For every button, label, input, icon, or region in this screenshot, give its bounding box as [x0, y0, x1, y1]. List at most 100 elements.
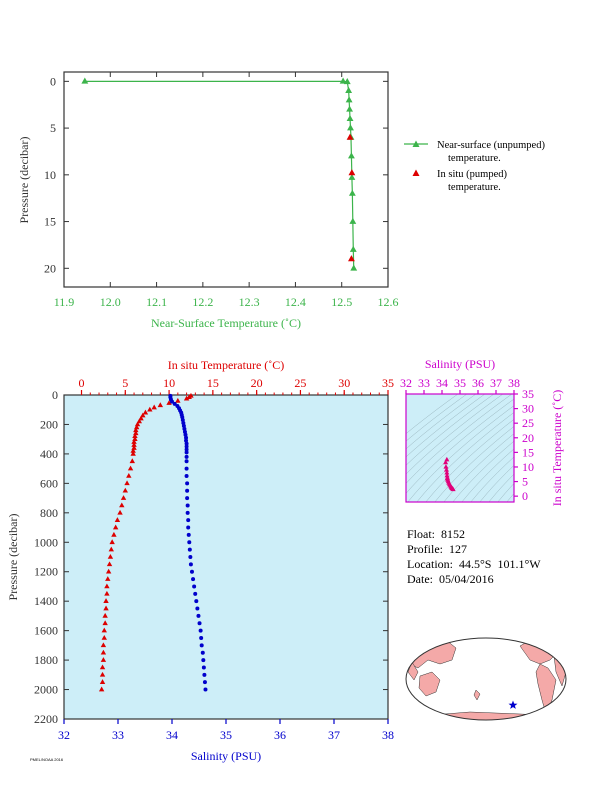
- ts-temperature-tick-label: 10: [522, 460, 534, 474]
- x-tick-label: 12.2: [192, 295, 213, 309]
- salinity-point: [203, 687, 208, 692]
- ts-point: [443, 467, 450, 472]
- temperature-point: [131, 442, 137, 447]
- near-surface-point: [345, 96, 353, 103]
- near-surface-point: [348, 152, 355, 159]
- salinity-point: [202, 672, 207, 677]
- ts-salinity-tick-label: 34: [436, 376, 448, 390]
- temperature-tick-label: 30: [338, 376, 350, 390]
- ts-salinity-tick-label: 37: [490, 376, 502, 390]
- temperature-point: [103, 605, 109, 611]
- near-surface-point: [349, 217, 357, 224]
- temperature-point: [133, 430, 139, 436]
- temperature-point: [102, 620, 108, 626]
- ts-temperature-tick-label: 5: [522, 475, 528, 489]
- near-surface-x-ticks: 11.9 12.0 12.1 12.2 12.3 12.4 12.5 12.6: [54, 72, 399, 309]
- profile-plot-frame: [63, 394, 389, 720]
- temperature-point: [127, 465, 134, 471]
- salinity-point: [184, 441, 189, 446]
- near-surface-x-axis-label: Near-Surface Temperature (˚C): [151, 316, 301, 330]
- density-contour-line: [521, 384, 612, 507]
- salinity-point: [184, 444, 189, 449]
- salinity-point: [200, 650, 205, 655]
- in-situ-point: [348, 255, 355, 262]
- x-tick-label: 12.5: [331, 295, 352, 309]
- map-outline: [405, 637, 567, 721]
- ts-point: [444, 472, 450, 478]
- temperature-point: [105, 576, 111, 581]
- pressure-tick-label: 1800: [34, 653, 58, 667]
- temperature-point: [126, 473, 132, 478]
- temperature-point: [99, 679, 106, 684]
- ts-temperature-tick-label: 15: [522, 445, 534, 459]
- temperature-point: [157, 402, 164, 408]
- pressure-tick-label: 400: [40, 447, 58, 461]
- salinity-point: [188, 562, 193, 567]
- y-tick-label: 10: [44, 168, 56, 182]
- y-tick-label: 5: [50, 121, 56, 135]
- salinity-point: [170, 399, 174, 404]
- y-tick-label: 15: [44, 215, 56, 229]
- salinity-point: [188, 555, 193, 559]
- temperature-point: [136, 418, 143, 424]
- legend-green-triangle-icon: [412, 140, 420, 147]
- salinity-point: [185, 488, 190, 493]
- salinity-point: [201, 665, 206, 670]
- density-contour-line: [407, 405, 514, 502]
- temperature-axis-ticks: 0 5 10 15 20 25 30 35: [79, 376, 394, 395]
- density-contour-line: [443, 433, 514, 502]
- near-surface-point: [348, 189, 356, 196]
- pressure-tick-label: 1200: [34, 565, 58, 579]
- density-contour-line: [406, 394, 504, 475]
- temperature-point: [104, 583, 110, 589]
- temperature-point: [100, 642, 107, 648]
- legend-entry-in-situ-line2: temperature.: [448, 182, 501, 193]
- salinity-point: [187, 547, 192, 552]
- temperature-point: [129, 458, 136, 464]
- temperature-point: [101, 627, 107, 633]
- profile-chart: 0 5 10 15 20 25 30 35 32 33 34 35 36 37 38 0 200 400 600…: [6, 358, 394, 763]
- y-tick-label: 20: [44, 261, 56, 275]
- temperature-point: [124, 480, 130, 486]
- temperature-tick-label: 25: [294, 376, 306, 390]
- near-surface-point: [346, 114, 354, 122]
- salinity-tick-label: 34: [166, 728, 178, 742]
- temperature-point: [104, 590, 110, 596]
- australia-landmass: [418, 671, 441, 697]
- temperature-point: [138, 415, 144, 421]
- temperature-point: [131, 439, 137, 444]
- temperature-tick-label: 35: [382, 376, 394, 390]
- ts-salinity-label: Salinity (PSU): [425, 357, 495, 371]
- temperature-point: [117, 509, 123, 515]
- density-contour-line: [406, 394, 486, 458]
- antarctica-landmass: [419, 711, 561, 720]
- temperature-point: [119, 502, 125, 508]
- temperature-point: [99, 664, 106, 670]
- temperature-point: [132, 433, 138, 439]
- salinity-point: [185, 496, 190, 501]
- salinity-point: [184, 459, 189, 464]
- x-tick-label: 12.4: [285, 295, 306, 309]
- pressure-tick-label: 1600: [34, 624, 58, 638]
- ts-salinity-tick-label: 35: [454, 376, 466, 390]
- temperature-point: [105, 568, 112, 574]
- temperature-point: [120, 495, 127, 500]
- y-tick-label: 0: [50, 74, 56, 88]
- ts-temperature-tick-label: 0: [522, 489, 528, 503]
- x-tick-label: 12.0: [100, 295, 121, 309]
- temperature-point: [100, 649, 107, 655]
- salinity-point: [186, 525, 191, 530]
- southeast-asia-landmass: [407, 661, 419, 681]
- legend-entry-in-situ-line1: In situ (pumped): [437, 169, 507, 180]
- temperature-point: [109, 539, 115, 545]
- ts-point: [443, 459, 449, 465]
- x-tick-label: 12.1: [146, 295, 167, 309]
- pressure-axis-ticks: 0 200 400 600 800 1000 1200 1400 1600 1800 2000 220…: [34, 388, 388, 726]
- temperature-axis-label: In situ Temperature (˚C): [168, 358, 285, 372]
- density-contour-line: [479, 465, 514, 502]
- temperature-point: [151, 404, 157, 410]
- temperature-point: [133, 424, 140, 430]
- near-surface-point: [346, 105, 354, 112]
